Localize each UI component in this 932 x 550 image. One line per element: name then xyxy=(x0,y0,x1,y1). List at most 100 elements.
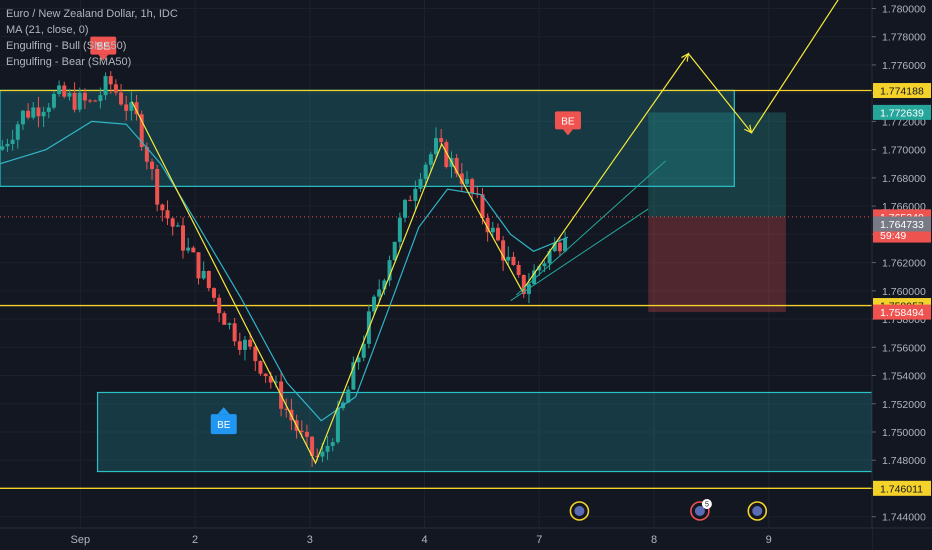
candle-body xyxy=(403,199,408,218)
candle-body xyxy=(480,194,485,218)
indicator-engulfing-bear[interactable]: Engulfing - Bear (SMA50) xyxy=(6,56,132,68)
price-badge-text: 1.764733 xyxy=(880,219,924,231)
chart-legend: Euro / New Zealand Dollar, 1h, IDC MA (2… xyxy=(6,6,178,70)
candle-body xyxy=(170,218,175,227)
candle-body xyxy=(155,168,160,205)
event-icon[interactable] xyxy=(569,501,590,521)
candle-body xyxy=(46,107,51,112)
y-tick-label: 1.748000 xyxy=(882,455,926,467)
candle-body xyxy=(335,408,340,443)
candle-body xyxy=(129,102,134,111)
marker-pointer xyxy=(217,407,230,415)
moving-average-line xyxy=(0,120,569,422)
candle-body xyxy=(237,341,242,350)
candle-body xyxy=(41,111,46,117)
candle-body xyxy=(206,270,211,289)
candle-body xyxy=(464,179,469,184)
symbol-title[interactable]: Euro / New Zealand Dollar, 1h, IDC xyxy=(6,8,178,20)
candle-body xyxy=(397,217,402,242)
candle-body xyxy=(330,442,335,446)
candle-body xyxy=(423,164,428,180)
y-tick-label: 1.760000 xyxy=(882,286,926,298)
price-badge: 1.764733 xyxy=(873,216,931,232)
candle-body xyxy=(563,238,568,252)
candle-body xyxy=(470,179,475,194)
candle-body xyxy=(459,173,464,184)
candle-body xyxy=(299,430,304,432)
price-badge-bg xyxy=(873,104,931,120)
x-tick-label: 8 xyxy=(651,534,657,546)
y-tick-label: 1.744000 xyxy=(882,512,926,524)
y-tick-label: 1.754000 xyxy=(882,371,926,383)
candle-body xyxy=(108,76,113,85)
x-tick-label: 7 xyxy=(536,534,542,546)
candle-body xyxy=(211,288,216,298)
candle-body xyxy=(315,455,320,457)
candle-body xyxy=(134,102,139,115)
indicator-ma[interactable]: MA (21, close, 0) xyxy=(6,24,89,36)
candle-body xyxy=(521,274,526,295)
price-badge-bg xyxy=(873,83,931,99)
zigzag-arrowhead xyxy=(744,124,753,134)
bearish-engulfing-marker: BE xyxy=(554,111,581,136)
y-tick-label: 1.778000 xyxy=(882,32,926,44)
candle-body xyxy=(485,217,490,233)
candle-body xyxy=(408,199,413,201)
candle-body xyxy=(144,146,149,162)
candle-body xyxy=(160,204,165,211)
candle-body xyxy=(454,157,459,174)
candle-body xyxy=(119,92,124,105)
price-badge-bg xyxy=(873,480,931,496)
candle-body xyxy=(36,107,41,117)
candle-body xyxy=(150,161,155,169)
indicator-engulfing-bull[interactable]: Engulfing - Bull (SMA50) xyxy=(6,40,127,52)
candle-body xyxy=(165,210,170,219)
candle-body xyxy=(62,85,67,97)
x-tick-label: 2 xyxy=(192,534,198,546)
candle-body xyxy=(268,376,273,383)
candle-body xyxy=(418,179,423,189)
y-tick-label: 1.768000 xyxy=(882,173,926,185)
time-axis-panel xyxy=(0,528,872,550)
candle-body xyxy=(372,296,377,312)
candle-body xyxy=(82,92,87,101)
candle-body xyxy=(186,247,191,251)
candle-body xyxy=(196,252,201,279)
candle-body xyxy=(511,256,516,265)
price-badge-text: 1.746011 xyxy=(880,483,923,495)
y-tick-label: 1.776000 xyxy=(882,60,926,72)
candle-body xyxy=(222,313,227,325)
event-icon-dot xyxy=(574,506,585,516)
candle-body xyxy=(67,92,72,97)
candle-body xyxy=(103,76,108,96)
candle-body xyxy=(253,346,258,362)
event-icon-dot xyxy=(752,506,763,516)
candle-body xyxy=(495,227,500,241)
candle-body xyxy=(387,260,392,281)
price-badge-text: 1.774188 xyxy=(880,86,924,98)
candle-body xyxy=(346,389,351,403)
candle-body xyxy=(263,373,268,377)
candle-body xyxy=(526,284,531,295)
candle-body xyxy=(124,104,129,111)
candle-body xyxy=(501,240,506,261)
y-tick-label: 1.780000 xyxy=(882,3,926,15)
price-badge: 1.746011 xyxy=(873,480,931,496)
event-icon[interactable]: 5 xyxy=(690,499,712,521)
candle-body xyxy=(232,323,237,342)
candle-body xyxy=(248,339,253,347)
price-badge-text: 1.772639 xyxy=(880,107,924,119)
marker-box xyxy=(90,36,117,55)
candle-body xyxy=(506,256,511,261)
event-icon[interactable] xyxy=(747,501,768,521)
price-badge-bg xyxy=(873,304,931,320)
candle-body xyxy=(113,84,118,93)
candle-body xyxy=(428,154,433,165)
marker-box xyxy=(554,111,581,130)
candle-body xyxy=(10,139,15,144)
marker-label: BE xyxy=(217,420,231,431)
candle-body xyxy=(57,85,62,94)
candle-body xyxy=(351,362,356,390)
